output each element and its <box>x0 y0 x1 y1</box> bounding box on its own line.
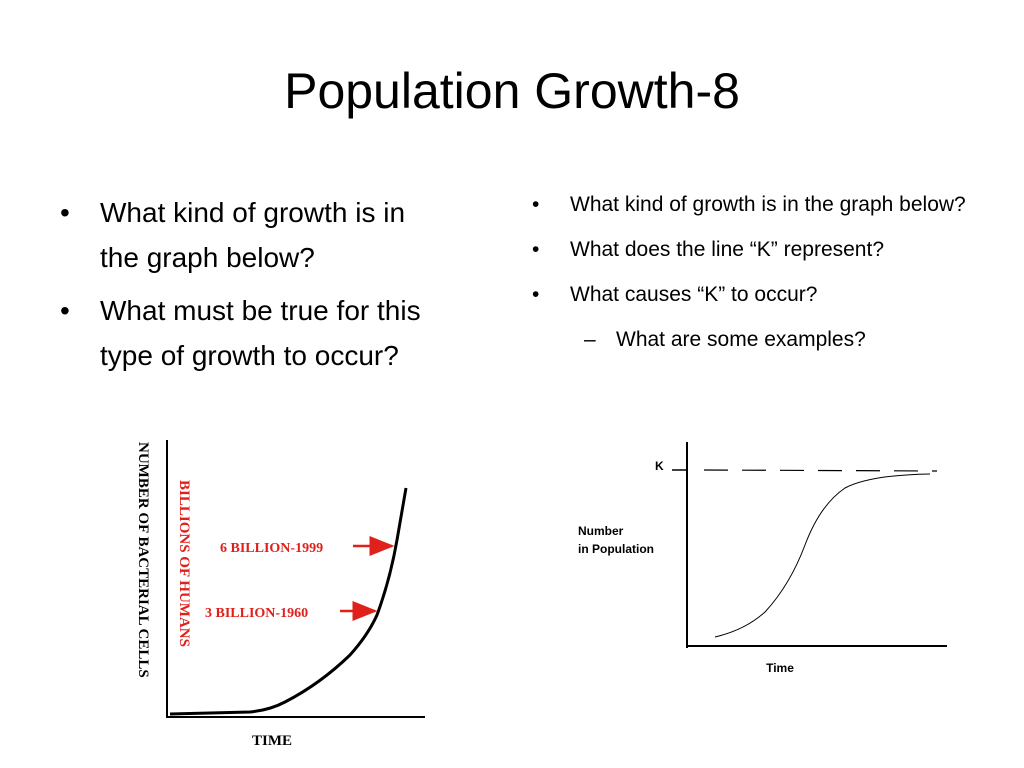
annotation: 6 BILLION-1999 <box>220 541 323 556</box>
y-label: in Population <box>578 542 654 556</box>
k-label: K <box>655 459 664 473</box>
left-bullets: What kind of growth is in the graph belo… <box>60 190 450 386</box>
sub-bullet: What are some examples? <box>532 321 972 358</box>
logistic-graph: K Number in Population Time <box>578 442 947 675</box>
curve <box>169 487 408 716</box>
x-label: TIME <box>252 733 292 749</box>
y-label: NUMBER OF BACTERIAL CELLS <box>135 442 151 678</box>
bullet: What causes “K” to occur? <box>532 276 972 313</box>
bullet: What must be true for this type of growt… <box>60 288 450 378</box>
curve <box>714 473 931 638</box>
bullet: What does the line “K” represent? <box>532 231 972 268</box>
exponential-graph: NUMBER OF BACTERIAL CELLS BILLIONS OF HU… <box>135 440 425 749</box>
bullet: What kind of growth is in the graph belo… <box>532 186 972 223</box>
slide-title: Population Growth-8 <box>284 63 740 119</box>
y-label: Number <box>578 524 624 538</box>
annotation: 3 BILLION-1960 <box>205 606 308 621</box>
right-bullets: What kind of growth is in the graph belo… <box>532 186 972 366</box>
x-label: Time <box>766 661 794 675</box>
k-line <box>703 469 938 472</box>
inner-label: BILLIONS OF HUMANS <box>176 480 192 647</box>
bullet: What kind of growth is in the graph belo… <box>60 190 450 280</box>
